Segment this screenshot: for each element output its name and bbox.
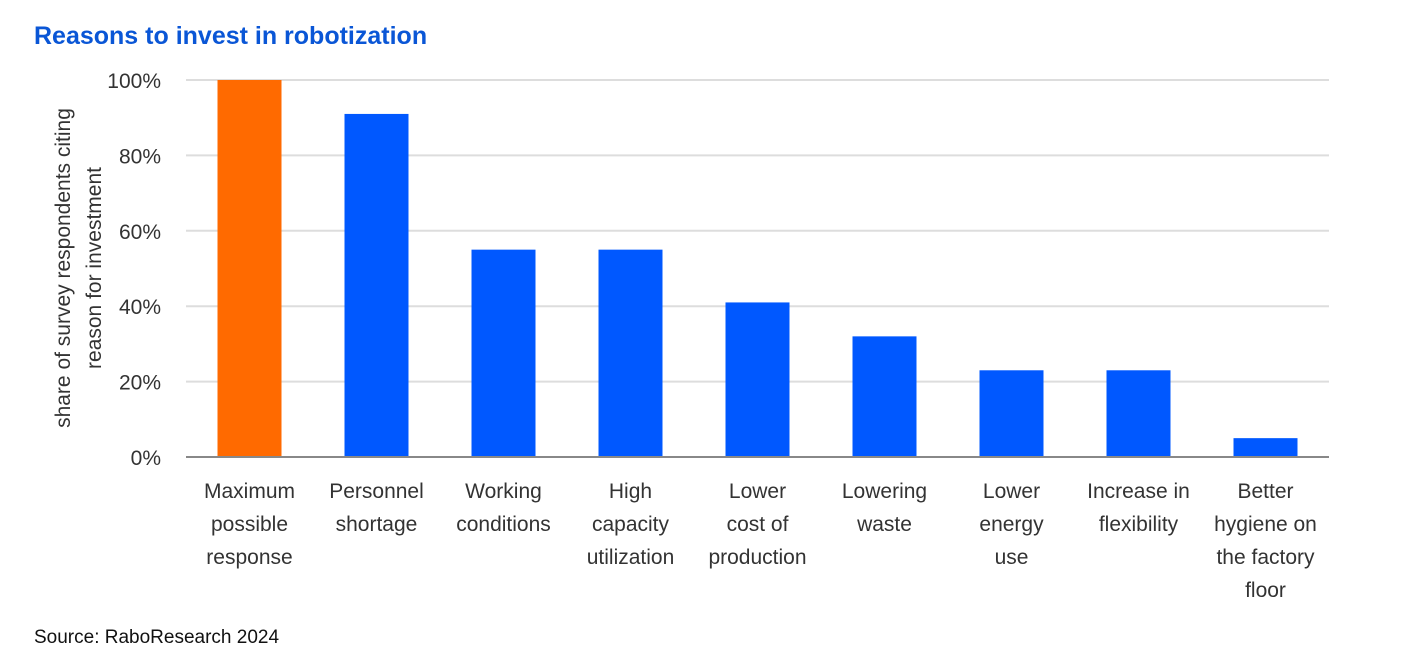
bar [598,249,663,457]
y-tick-label: 40% [119,296,161,319]
bar [217,80,282,457]
y-tick-label: 60% [119,221,161,244]
x-category-label: Working conditions [456,480,551,536]
bar [852,336,917,457]
x-category-label: Lower cost of production [708,480,806,569]
bar [471,249,536,457]
bar [344,113,409,458]
bar [1106,370,1171,457]
x-category-label: Lowering waste [842,480,927,536]
bar [979,370,1044,457]
x-category-label: Personnel shortage [329,480,424,536]
x-category-label: Maximum possible response [204,480,295,569]
y-tick-label: 20% [119,372,161,395]
x-category-label: Increase in flexibility [1087,480,1190,536]
y-tick-label: 100% [107,70,161,93]
x-category-label: Better hygiene on the factory floor [1214,480,1317,602]
source-note: Source: RaboResearch 2024 [34,627,280,648]
y-tick-labels: 0% 20% 40% 60% 80% 100% [107,70,161,470]
y-tick-label: 0% [131,447,161,470]
bars [217,80,1298,458]
bar [1233,438,1298,457]
y-axis-title: share of survey respondents citing reason… [52,108,106,428]
x-category-label: High capacity utilization [587,480,675,569]
category-labels: Maximum possible response Personnel shortage… [204,480,1317,602]
y-axis-label: share of survey respondents citing reason… [52,108,106,428]
chart-title: Reasons to invest in robotization [34,22,428,50]
bar [725,302,790,457]
y-tick-label: 80% [119,145,161,168]
x-category-label: Lower energy use [979,480,1044,569]
